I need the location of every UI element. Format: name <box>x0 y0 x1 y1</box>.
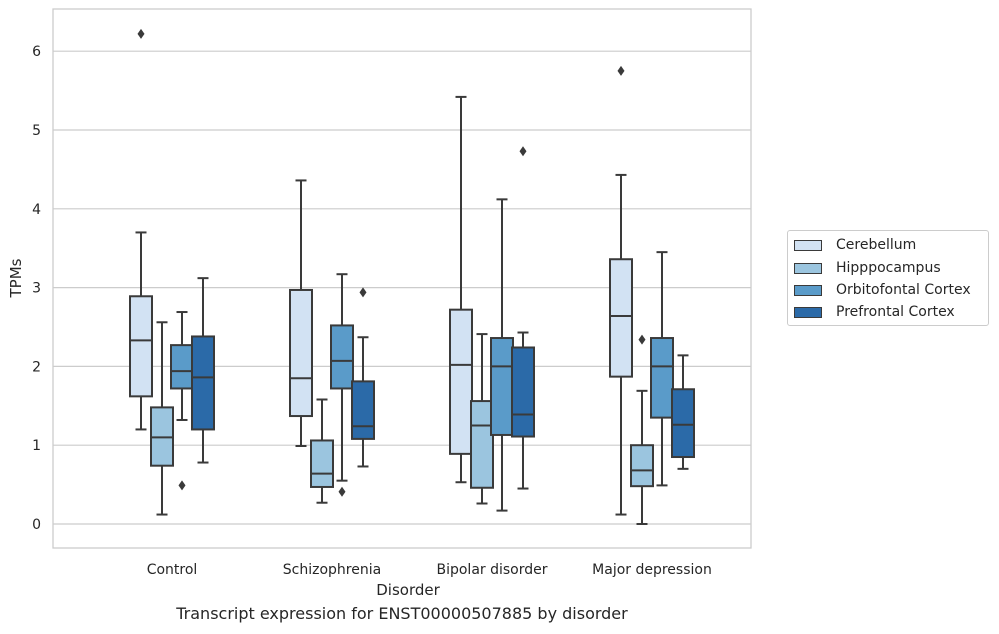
legend: Cerebellum Hipppocampus Orbitofontal Cor… <box>787 230 989 326</box>
box-cerebellum-major-depression <box>609 65 633 516</box>
outlier-point <box>519 146 527 157</box>
legend-swatch-prefrontal-cortex <box>794 306 822 318</box>
box-cerebellum-control <box>129 28 153 431</box>
outlier-point <box>338 486 346 497</box>
y-tick-label: 3 <box>32 281 41 297</box>
box-iqr <box>449 308 473 455</box>
y-tick-label: 4 <box>32 202 41 218</box>
legend-item-orbitofrontal-cortex: Orbitofontal Cortex <box>794 280 971 300</box>
box-iqr <box>289 288 313 418</box>
y-tick-label: 6 <box>32 44 41 60</box>
box-iqr <box>671 388 695 459</box>
y-tick-label: 5 <box>32 123 41 139</box>
y-tick-label: 1 <box>32 438 41 454</box>
box-hipppocampus-control <box>150 321 174 516</box>
box-cerebellum-schizophrenia <box>289 179 313 447</box>
legend-swatch-cerebellum <box>794 239 822 251</box>
box-prefrontal-cortex-major-depression <box>671 354 695 470</box>
box-iqr <box>470 400 494 489</box>
legend-swatch-orbitofrontal-cortex <box>794 284 822 296</box>
box-hipppocampus-schizophrenia <box>310 398 334 504</box>
boxes <box>129 28 695 525</box>
box-iqr <box>310 439 334 488</box>
box-iqr <box>511 346 535 438</box>
x-tick-label-control: Control <box>147 562 198 578</box>
box-prefrontal-cortex-control <box>191 277 215 464</box>
box-iqr <box>170 344 194 390</box>
box-orbitofontal-cortex-bipolar-disorder <box>490 198 514 512</box>
box-prefrontal-cortex-bipolar-disorder <box>511 146 535 490</box>
box-orbitofontal-cortex-major-depression <box>650 251 674 487</box>
box-iqr <box>630 444 654 488</box>
box-iqr <box>609 258 633 378</box>
box-orbitofontal-cortex-control <box>170 311 194 491</box>
box-iqr <box>650 337 674 419</box>
box-iqr <box>330 324 354 390</box>
outlier-point <box>137 28 145 39</box>
box-iqr <box>490 337 514 436</box>
chart-title: Transcript expression for ENST0000050788… <box>176 604 628 623</box>
box-iqr <box>129 295 153 398</box>
x-tick-labels: Control Schizophrenia Bipolar disorder Majo… <box>147 562 712 578</box>
y-axis-label: TPMs <box>7 258 25 298</box>
box-cerebellum-bipolar-disorder <box>449 95 473 484</box>
box-hipppocampus-bipolar-disorder <box>470 333 494 505</box>
legend-item-cerebellum: Cerebellum <box>794 235 916 255</box>
x-tick-label-schizophrenia: Schizophrenia <box>283 562 381 578</box>
legend-label-cerebellum: Cerebellum <box>836 237 917 253</box>
legend-label-orbitofrontal-cortex: Orbitofontal Cortex <box>836 282 971 298</box>
outlier-point <box>617 65 625 76</box>
legend-label-prefrontal-cortex: Prefrontal Cortex <box>836 304 955 320</box>
box-hipppocampus-major-depression <box>630 334 654 525</box>
box-orbitofontal-cortex-schizophrenia <box>330 273 354 497</box>
legend-item-prefrontal-cortex: Prefrontal Cortex <box>794 302 955 322</box>
x-tick-label-bipolar-disorder: Bipolar disorder <box>436 562 547 578</box>
y-tick-labels: 0 1 2 3 4 5 6 <box>32 44 41 533</box>
outlier-point <box>638 334 646 345</box>
box-prefrontal-cortex-schizophrenia <box>351 287 375 468</box>
y-tick-label: 0 <box>32 517 41 533</box>
outlier-point <box>178 480 186 491</box>
x-axis-label: Disorder <box>376 581 440 599</box>
box-iqr <box>191 335 215 431</box>
x-tick-label-major-depression: Major depression <box>592 562 712 578</box>
outlier-point <box>359 287 367 298</box>
legend-item-hippocampus: Hipppocampus <box>794 258 941 278</box>
legend-swatch-hippocampus <box>794 262 822 274</box>
box-iqr <box>351 380 375 440</box>
y-tick-label: 2 <box>32 359 41 375</box>
legend-label-hippocampus: Hipppocampus <box>836 260 941 276</box>
plot-frame <box>52 8 752 549</box>
